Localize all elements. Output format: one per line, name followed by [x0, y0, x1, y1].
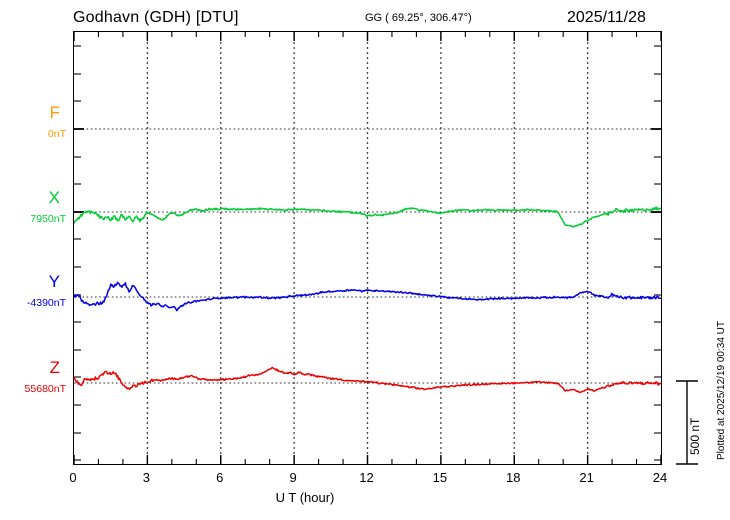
- x-tick-label-9: 9: [289, 470, 297, 485]
- geographic-coordinates: GG ( 69.25°, 306.47°): [365, 12, 472, 24]
- data-traces: [74, 206, 661, 394]
- component-label-y: Y: [48, 272, 60, 291]
- x-axis-title: U T (hour): [0, 490, 730, 505]
- x-tick-label-6: 6: [216, 470, 224, 485]
- left-axis-ticks: [74, 45, 84, 461]
- x-tick-label-0: 0: [69, 470, 77, 485]
- x-axis-title-text: U T (hour): [275, 490, 335, 505]
- scale-bar-label: 500 nT: [688, 417, 702, 455]
- x-tick-label-21: 21: [579, 470, 594, 485]
- observation-date: 2025/11/28: [567, 9, 646, 26]
- x-tick-label-24: 24: [652, 470, 668, 485]
- x-tick-label-3: 3: [142, 470, 150, 485]
- horizontal-baseline-gridlines: [74, 128, 661, 384]
- page-title: Godhavn (GDH) [DTU]: [73, 9, 239, 26]
- right-axis-ticks: [651, 45, 661, 461]
- bottom-axis-ticks: [74, 455, 661, 464]
- component-baseline-y: -4390nT: [26, 297, 66, 309]
- vertical-gridlines: [146, 32, 589, 464]
- x-tick-label-12: 12: [359, 470, 374, 485]
- component-label-z: Z: [49, 358, 60, 377]
- component-baseline-x: 7950nT: [30, 213, 66, 225]
- component-label-x: X: [48, 188, 60, 207]
- x-tick-label-18: 18: [506, 470, 521, 485]
- magnetogram-svg: [74, 32, 661, 464]
- magnetogram-plot-area: [73, 31, 662, 465]
- x-tick-label-15: 15: [432, 470, 448, 485]
- top-axis-ticks: [74, 32, 661, 41]
- component-label-f: F: [49, 103, 60, 122]
- component-baseline-z: 55680nT: [24, 383, 66, 395]
- scale-bar: [676, 380, 698, 465]
- plotted-at-stamp: Plotted at 2025/12/19 00:34 UT: [716, 321, 727, 460]
- component-baseline-f: 0nT: [47, 128, 66, 140]
